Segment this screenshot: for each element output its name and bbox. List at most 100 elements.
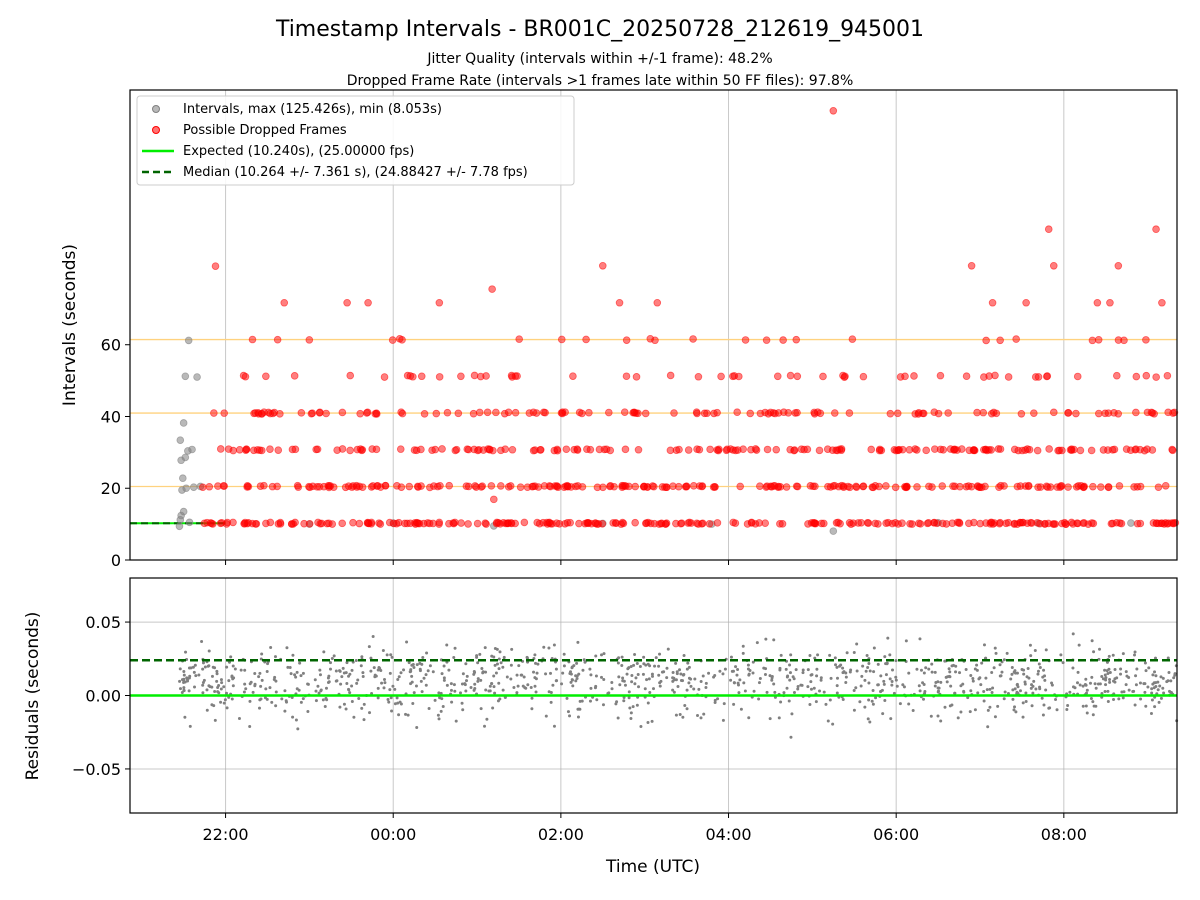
residual-point	[291, 715, 295, 719]
residual-point	[879, 690, 883, 694]
residual-point	[1036, 672, 1040, 676]
dropped-frame-point	[438, 445, 446, 453]
interval-point	[179, 419, 188, 427]
residual-point	[274, 690, 278, 694]
dropped-frame-point	[472, 483, 481, 491]
dropped-frame-point	[552, 519, 561, 527]
dropped-frame-point	[583, 445, 591, 454]
bottom-y-ticks: 0.05 0.00 −0.05	[72, 613, 130, 779]
x-tick-label: 08:00	[1041, 825, 1087, 844]
residual-point	[650, 672, 654, 676]
residual-point	[391, 684, 395, 688]
residual-point	[672, 690, 676, 694]
residual-point	[1132, 689, 1136, 693]
legend-dropped-label: Possible Dropped Frames	[183, 123, 347, 138]
residual-point	[1050, 681, 1054, 685]
residual-point	[944, 675, 948, 679]
residual-point	[678, 713, 682, 717]
dropped-frame-point	[693, 445, 701, 453]
residual-point	[420, 690, 424, 694]
dropped-frame-point	[888, 519, 897, 528]
residual-point	[390, 655, 394, 659]
residual-point	[496, 699, 500, 703]
dropped-frame-point	[778, 520, 787, 528]
top-y-tick-label: 20	[101, 479, 121, 498]
residual-point	[542, 645, 546, 649]
residual-point	[978, 676, 982, 680]
residual-point	[948, 670, 952, 674]
residual-point	[415, 725, 419, 729]
residual-point	[415, 663, 419, 667]
dropped-frame-point	[1049, 262, 1058, 270]
dropped-frame-point	[457, 372, 465, 381]
residual-point	[739, 707, 743, 711]
dropped-frame-point	[536, 446, 545, 454]
dropped-frame-point	[511, 408, 520, 417]
dropped-frame-point	[380, 373, 389, 381]
residual-point	[431, 670, 435, 674]
residual-point	[988, 705, 992, 709]
residual-point	[1042, 703, 1046, 707]
dropped-frame-point	[1142, 371, 1151, 380]
residual-point	[919, 668, 923, 672]
residual-point	[815, 674, 819, 678]
residual-point	[1093, 682, 1097, 686]
dropped-frame-point	[363, 408, 372, 417]
residual-point	[339, 682, 343, 686]
residual-point	[1094, 686, 1098, 690]
residual-point	[327, 674, 331, 678]
residual-point	[386, 697, 390, 701]
residual-point	[372, 666, 376, 670]
residual-point	[629, 717, 633, 721]
bottom-y-tick-label: −0.05	[72, 760, 121, 779]
residual-point	[679, 672, 683, 676]
residual-point	[973, 708, 977, 712]
dropped-frame-point	[980, 373, 988, 381]
residual-point	[452, 655, 456, 659]
residual-point	[264, 687, 268, 691]
dropped-frame-point	[569, 372, 577, 380]
residual-point	[707, 671, 711, 675]
dropped-frame-point	[341, 483, 350, 492]
residual-point	[554, 679, 558, 683]
dropped-frame-point	[632, 373, 641, 381]
dropped-frame-point	[532, 409, 541, 417]
dropped-frame-point	[561, 520, 569, 528]
residual-point	[637, 685, 641, 689]
dropped-frame-point	[868, 483, 877, 491]
residual-point	[671, 676, 675, 680]
residual-point	[515, 673, 519, 677]
residual-point	[222, 701, 226, 705]
dropped-frame-point	[469, 409, 478, 418]
residual-point	[785, 675, 789, 679]
dropped-frame-point	[388, 336, 397, 344]
dropped-frame-point	[356, 409, 364, 418]
residual-point	[239, 668, 243, 672]
dropped-frame-point	[1021, 446, 1030, 454]
residual-point	[493, 663, 497, 667]
dropped-frame-point	[908, 520, 916, 528]
residual-point	[1139, 697, 1143, 701]
residual-point	[1104, 678, 1108, 682]
residual-point	[497, 681, 501, 685]
dropped-frame-point	[1087, 446, 1096, 455]
residual-point	[747, 673, 751, 677]
residual-point	[1104, 683, 1108, 687]
residual-point	[998, 663, 1002, 667]
residual-point	[885, 661, 889, 665]
dropped-frame-point	[452, 445, 461, 454]
residual-point	[828, 698, 832, 702]
residual-point	[888, 677, 892, 681]
residual-point	[258, 698, 262, 702]
dropped-frame-point	[199, 483, 207, 492]
residual-point	[485, 717, 489, 721]
residual-point	[379, 668, 383, 672]
dropped-frame-point	[464, 445, 473, 454]
residual-point	[917, 684, 921, 688]
interval-point	[181, 372, 190, 381]
dropped-frame-point	[713, 408, 721, 417]
dropped-frame-point	[582, 335, 590, 344]
dropped-frame-point	[923, 519, 932, 528]
residual-point	[410, 674, 414, 678]
